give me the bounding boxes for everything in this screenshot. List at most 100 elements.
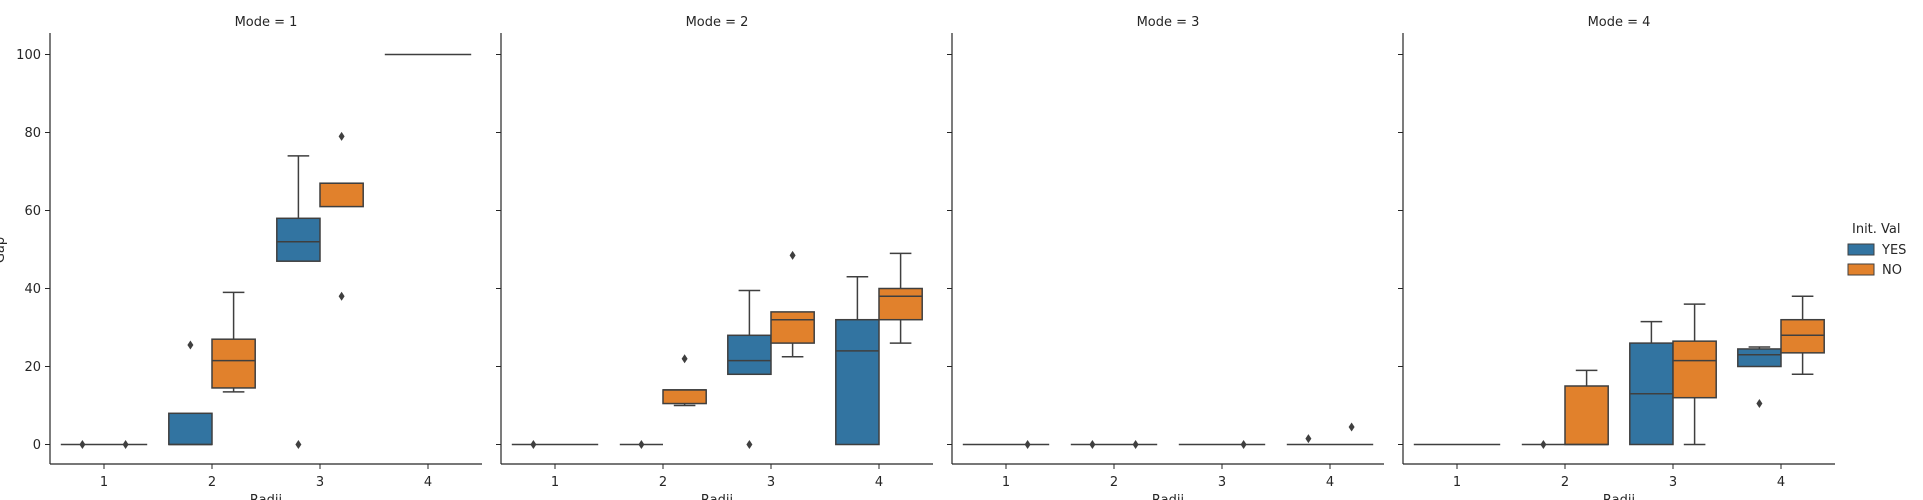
box-yes-radii-3 xyxy=(1629,320,1674,446)
outlier-point xyxy=(789,250,796,260)
box-body xyxy=(168,412,213,446)
box-body xyxy=(770,311,815,344)
outlier-point xyxy=(295,440,302,449)
box-yes-radii-2 xyxy=(1070,440,1114,449)
box-no-radii-4 xyxy=(1330,422,1374,446)
x-tick-label: 3 xyxy=(1218,475,1226,490)
outlier-point xyxy=(1305,434,1312,444)
x-tick-label: 2 xyxy=(208,475,216,490)
box-no-radii-2 xyxy=(1114,440,1158,449)
outlier-point xyxy=(79,440,86,449)
legend-entries: YES NO xyxy=(1847,243,1906,278)
outlier-point xyxy=(530,440,537,449)
outlier-point xyxy=(1132,440,1139,449)
x-axis-label: Radii xyxy=(250,493,282,500)
box-no-radii-3 xyxy=(1672,303,1717,446)
box-body xyxy=(1737,348,1782,368)
outlier-point xyxy=(338,131,345,141)
box-yes-radii-4 xyxy=(1286,434,1330,446)
x-tick-label: 3 xyxy=(316,475,324,490)
box-no-radii-1 xyxy=(104,440,148,449)
y-tick-label: 60 xyxy=(24,204,41,219)
y-tick-label: 20 xyxy=(24,360,41,375)
outlier-point xyxy=(1240,440,1247,449)
x-tick-label: 1 xyxy=(551,475,559,490)
outlier-point xyxy=(122,440,129,449)
outlier-point xyxy=(1540,440,1547,449)
chart-panels: Mode = 1 0 20 40 60 80 100 1 2 3 4 Radii Mode = 2 1 2 3… xyxy=(16,15,1835,500)
x-tick-label: 1 xyxy=(1002,475,1010,490)
panel-mode-2: Mode = 2 1 2 3 4 Radii xyxy=(496,15,933,500)
legend-title: Init. Val xyxy=(1852,222,1901,237)
outlier-point xyxy=(638,440,645,449)
box-yes-radii-4 xyxy=(835,276,880,446)
panel-mode-3: Mode = 3 1 2 3 4 Radii xyxy=(947,15,1384,500)
outlier-point xyxy=(681,354,688,364)
panel-title: Mode = 4 xyxy=(1588,15,1651,30)
x-tick-label: 4 xyxy=(424,475,432,490)
legend-label: YES xyxy=(1881,243,1906,258)
legend: Init. Val YES NO xyxy=(1847,222,1906,278)
box-yes-radii-3 xyxy=(276,155,321,449)
box-no-radii-3 xyxy=(319,131,364,301)
x-tick-label: 4 xyxy=(1326,475,1334,490)
box-yes-radii-2 xyxy=(1521,440,1565,449)
x-axis-label: Radii xyxy=(701,493,733,500)
box-no-radii-2 xyxy=(1564,369,1609,446)
x-tick-label: 1 xyxy=(100,475,108,490)
panel-mode-1: Mode = 1 0 20 40 60 80 100 1 2 3 4 Radii xyxy=(16,15,482,500)
box-body xyxy=(662,389,707,405)
x-tick-label: 2 xyxy=(1110,475,1118,490)
box-yes-radii-4 xyxy=(1737,346,1782,409)
panel-title: Mode = 2 xyxy=(686,15,749,30)
box-body xyxy=(1564,385,1609,446)
box-body xyxy=(319,182,364,208)
legend-swatch xyxy=(1847,243,1875,256)
box-no-radii-1 xyxy=(1006,440,1050,449)
x-tick-label: 4 xyxy=(1777,475,1785,490)
legend-entry-no: NO xyxy=(1847,263,1902,278)
x-tick-label: 2 xyxy=(1561,475,1569,490)
x-axis-label: Radii xyxy=(1603,493,1635,500)
box-yes-radii-3 xyxy=(727,289,772,449)
outlier-point xyxy=(1756,399,1763,409)
box-body xyxy=(276,217,321,262)
box-no-radii-3 xyxy=(770,250,815,358)
x-tick-label: 4 xyxy=(875,475,883,490)
box-yes-radii-2 xyxy=(619,440,663,449)
box-no-radii-2 xyxy=(662,354,707,407)
box-no-radii-3 xyxy=(1222,440,1266,449)
box-body xyxy=(727,334,772,376)
legend-label: NO xyxy=(1882,263,1902,278)
box-body xyxy=(1780,318,1825,354)
box-body xyxy=(878,287,923,321)
y-tick-label: 0 xyxy=(33,438,41,453)
box-body xyxy=(1672,340,1717,399)
outlier-point xyxy=(187,340,194,350)
box-yes-radii-1 xyxy=(60,440,104,449)
panel-title: Mode = 3 xyxy=(1137,15,1200,30)
box-yes-radii-2 xyxy=(168,340,213,446)
x-tick-label: 2 xyxy=(659,475,667,490)
outlier-point xyxy=(746,440,753,449)
box-no-radii-4 xyxy=(878,252,923,344)
x-tick-label: 1 xyxy=(1453,475,1461,490)
x-tick-label: 3 xyxy=(1669,475,1677,490)
outlier-point xyxy=(1089,440,1096,449)
box-no-radii-4 xyxy=(1780,295,1825,376)
box-no-radii-2 xyxy=(211,291,256,393)
box-body xyxy=(211,338,256,389)
y-axis-label: Gap xyxy=(0,237,8,263)
y-tick-label: 100 xyxy=(16,48,41,63)
outlier-point xyxy=(338,291,345,301)
panel-mode-4: Mode = 4 1 2 3 4 Radii xyxy=(1398,15,1835,500)
x-axis-label: Radii xyxy=(1152,493,1184,500)
box-body xyxy=(835,318,880,446)
legend-entry-yes: YES xyxy=(1847,243,1906,258)
x-tick-label: 3 xyxy=(767,475,775,490)
box-yes-radii-1 xyxy=(511,440,555,449)
outlier-point xyxy=(1348,422,1355,432)
outlier-point xyxy=(1024,440,1031,449)
y-tick-label: 40 xyxy=(24,282,41,297)
